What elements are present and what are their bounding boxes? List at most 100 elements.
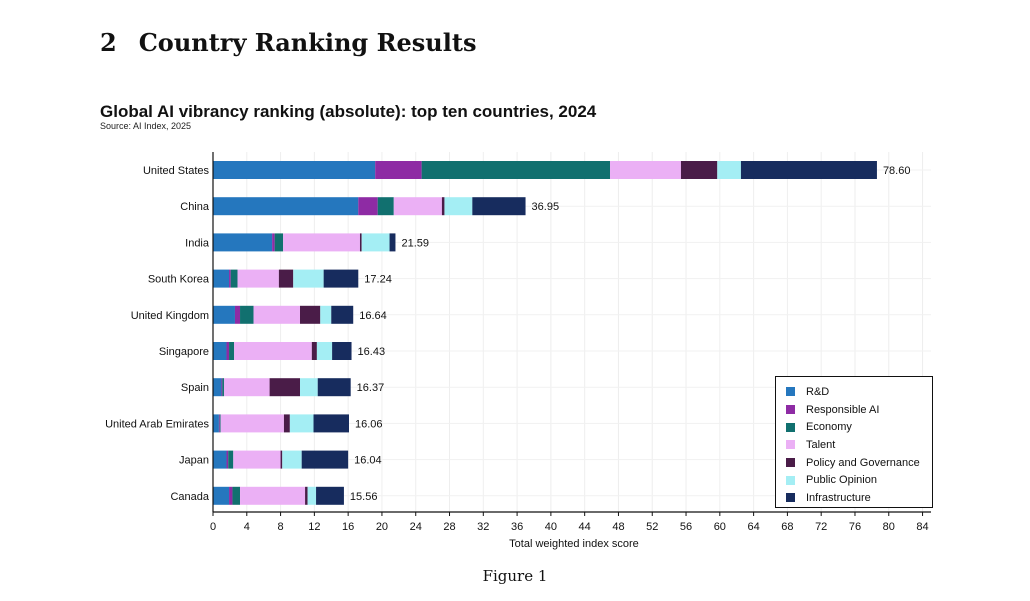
bar-segment	[377, 197, 394, 216]
bar-row	[213, 342, 352, 360]
x-tick-label: 20	[376, 521, 388, 533]
bar-row	[213, 233, 396, 252]
total-value-label: 21.59	[401, 237, 429, 249]
legend-item: Talent	[786, 436, 932, 454]
bar-segment	[213, 486, 230, 505]
bar-segment	[316, 486, 344, 505]
bar-segment	[218, 414, 220, 433]
total-value-label: 15.56	[350, 491, 378, 503]
x-tick-label: 28	[443, 521, 455, 533]
bar-segment	[323, 269, 359, 288]
bar-segment	[223, 378, 270, 397]
legend-item: Policy and Governance	[786, 454, 932, 472]
x-tick-label: 12	[308, 521, 320, 533]
bar-segment	[305, 486, 308, 505]
bar-segment	[240, 486, 306, 505]
bar-segment	[421, 161, 611, 179]
section-title: Country Ranking Results	[138, 28, 477, 57]
total-value-label: 17.24	[364, 274, 392, 286]
x-tick-label: 0	[210, 521, 216, 533]
bar-segment	[289, 414, 314, 433]
category-label: United Kingdom	[131, 310, 209, 322]
x-tick-label: 8	[278, 521, 284, 533]
bar-segment	[610, 161, 681, 179]
x-tick-label: 52	[646, 521, 658, 533]
legend-swatch	[786, 387, 795, 397]
bar-segment	[300, 305, 321, 324]
total-value-label: 16.43	[358, 346, 386, 358]
bar-segment	[472, 197, 526, 216]
x-tick-label: 60	[714, 521, 726, 533]
bar-segment	[301, 450, 349, 469]
legend-item: Responsible AI	[786, 401, 932, 419]
bar-row	[213, 197, 526, 216]
bar-segment	[213, 414, 219, 433]
total-value-label: 16.64	[359, 310, 387, 322]
bar-segment	[272, 233, 275, 252]
bar-row	[213, 378, 351, 397]
bar-segment	[221, 378, 223, 397]
bar-segment	[320, 305, 332, 324]
bar-row	[213, 450, 349, 469]
bar-segment	[240, 305, 254, 324]
bar-segment	[361, 233, 390, 252]
bar-segment	[313, 414, 349, 433]
chart-title: Global AI vibrancy ranking (absolute): t…	[100, 102, 597, 121]
bar-segment	[300, 378, 318, 397]
bar-segment	[717, 161, 741, 179]
bar-segment	[226, 450, 229, 469]
legend-swatch	[786, 493, 795, 503]
bar-segment	[228, 450, 234, 469]
legend-label: Responsible AI	[806, 403, 880, 416]
bar-segment	[293, 269, 324, 288]
bar-segment	[222, 378, 224, 397]
legend-swatch	[786, 440, 795, 450]
x-tick-label: 44	[579, 521, 591, 533]
category-label: United States	[143, 165, 210, 177]
section-heading: 2 Country Ranking Results	[100, 28, 476, 57]
category-label: Spain	[181, 382, 209, 394]
legend-swatch	[786, 475, 795, 485]
bar-segment	[219, 414, 221, 433]
bar-segment	[280, 450, 283, 469]
x-tick-label: 76	[849, 521, 861, 533]
bar-segment	[307, 486, 317, 505]
bar-segment	[358, 197, 378, 216]
legend-label: Public Opinion	[806, 474, 877, 487]
x-tick-label: 56	[680, 521, 692, 533]
total-value-label: 16.06	[355, 418, 383, 430]
total-value-label: 16.37	[357, 382, 385, 394]
bar-segment	[229, 342, 235, 360]
bar-segment	[389, 233, 396, 252]
bars	[213, 161, 877, 505]
x-tick-label: 48	[612, 521, 624, 533]
category-label: India	[185, 237, 210, 249]
x-tick-label: 40	[545, 521, 557, 533]
category-label: Singapore	[159, 346, 209, 358]
bar-segment	[441, 197, 445, 216]
total-value-label: 36.95	[532, 201, 560, 213]
legend-label: Policy and Governance	[806, 456, 920, 469]
x-tick-label: 24	[410, 521, 422, 533]
legend-label: Economy	[806, 421, 852, 434]
legend-label: R&D	[806, 385, 830, 398]
bar-segment	[229, 269, 231, 288]
x-tick-label: 72	[815, 521, 827, 533]
bar-segment	[233, 450, 281, 469]
x-tick-label: 32	[477, 521, 489, 533]
bar-segment	[213, 305, 235, 324]
bar-segment	[213, 233, 273, 252]
legend-item: R&D	[786, 383, 932, 401]
bar-segment	[393, 197, 442, 216]
total-value-label: 78.60	[883, 165, 911, 177]
x-tick-label: 84	[916, 521, 928, 533]
x-tick-label: 16	[342, 521, 354, 533]
category-label: Canada	[170, 491, 209, 503]
bar-segment	[234, 305, 241, 324]
legend-label: Infrastructure	[806, 491, 871, 504]
total-value-label: 16.04	[354, 455, 382, 467]
bar-segment	[253, 305, 301, 324]
legend-item: Public Opinion	[786, 471, 932, 489]
bar-segment	[213, 342, 227, 360]
bar-segment	[317, 378, 351, 397]
